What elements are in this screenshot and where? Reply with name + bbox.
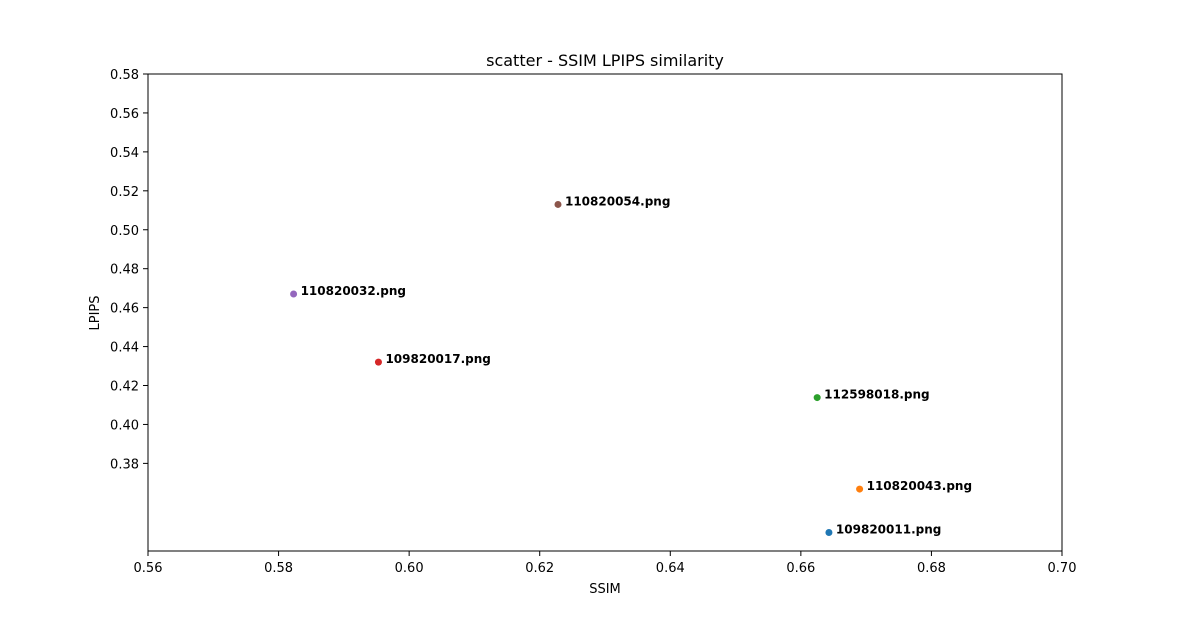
y-tick-label: 0.58 [110, 68, 139, 83]
x-tick-label: 0.66 [786, 561, 815, 576]
y-tick-label: 0.50 [110, 224, 139, 239]
x-tick-label: 0.62 [525, 561, 554, 576]
data-point [374, 358, 382, 366]
point-label: 110820043.png [867, 479, 972, 493]
y-tick-label: 0.46 [110, 302, 139, 317]
data-point [813, 394, 821, 402]
y-tick-label: 0.44 [110, 341, 139, 356]
data-point [290, 290, 298, 298]
x-axis-title: SSIM [589, 582, 621, 597]
plot-area [147, 73, 1063, 552]
x-tick-label: 0.70 [1048, 561, 1077, 576]
y-tick-label: 0.54 [110, 146, 139, 161]
y-tick-label: 0.38 [110, 457, 139, 472]
point-label: 110820032.png [301, 284, 406, 298]
y-axis: 0.38 0.40 0.42 0.44 0.46 0.48 0.50 0.52 0.54 0.56… [110, 68, 148, 472]
y-tick-label: 0.48 [110, 263, 139, 278]
data-point [554, 200, 562, 208]
point-label: 109820017.png [385, 352, 490, 366]
point-label: 109820011.png [836, 523, 941, 537]
x-tick-label: 0.68 [917, 561, 946, 576]
point-label: 112598018.png [824, 388, 929, 402]
y-tick-label: 0.42 [110, 380, 139, 395]
data-point [825, 529, 833, 537]
x-tick-label: 0.58 [264, 561, 293, 576]
y-tick-label: 0.40 [110, 418, 139, 433]
y-axis-title: LPIPS [88, 295, 103, 330]
data-point [856, 485, 864, 493]
y-tick-label: 0.52 [110, 185, 139, 200]
x-tick-label: 0.60 [395, 561, 424, 576]
data-points: 109820011.png 110820043.png 112598018.png 1… [290, 194, 972, 537]
x-axis: 0.56 0.58 0.60 0.62 0.64 0.66 0.68 0.70 [134, 551, 1077, 576]
point-label: 110820054.png [565, 194, 670, 208]
y-tick-label: 0.56 [110, 107, 139, 122]
x-tick-label: 0.56 [134, 561, 163, 576]
chart-title: scatter - SSIM LPIPS similarity [486, 51, 724, 70]
x-tick-label: 0.64 [656, 561, 685, 576]
